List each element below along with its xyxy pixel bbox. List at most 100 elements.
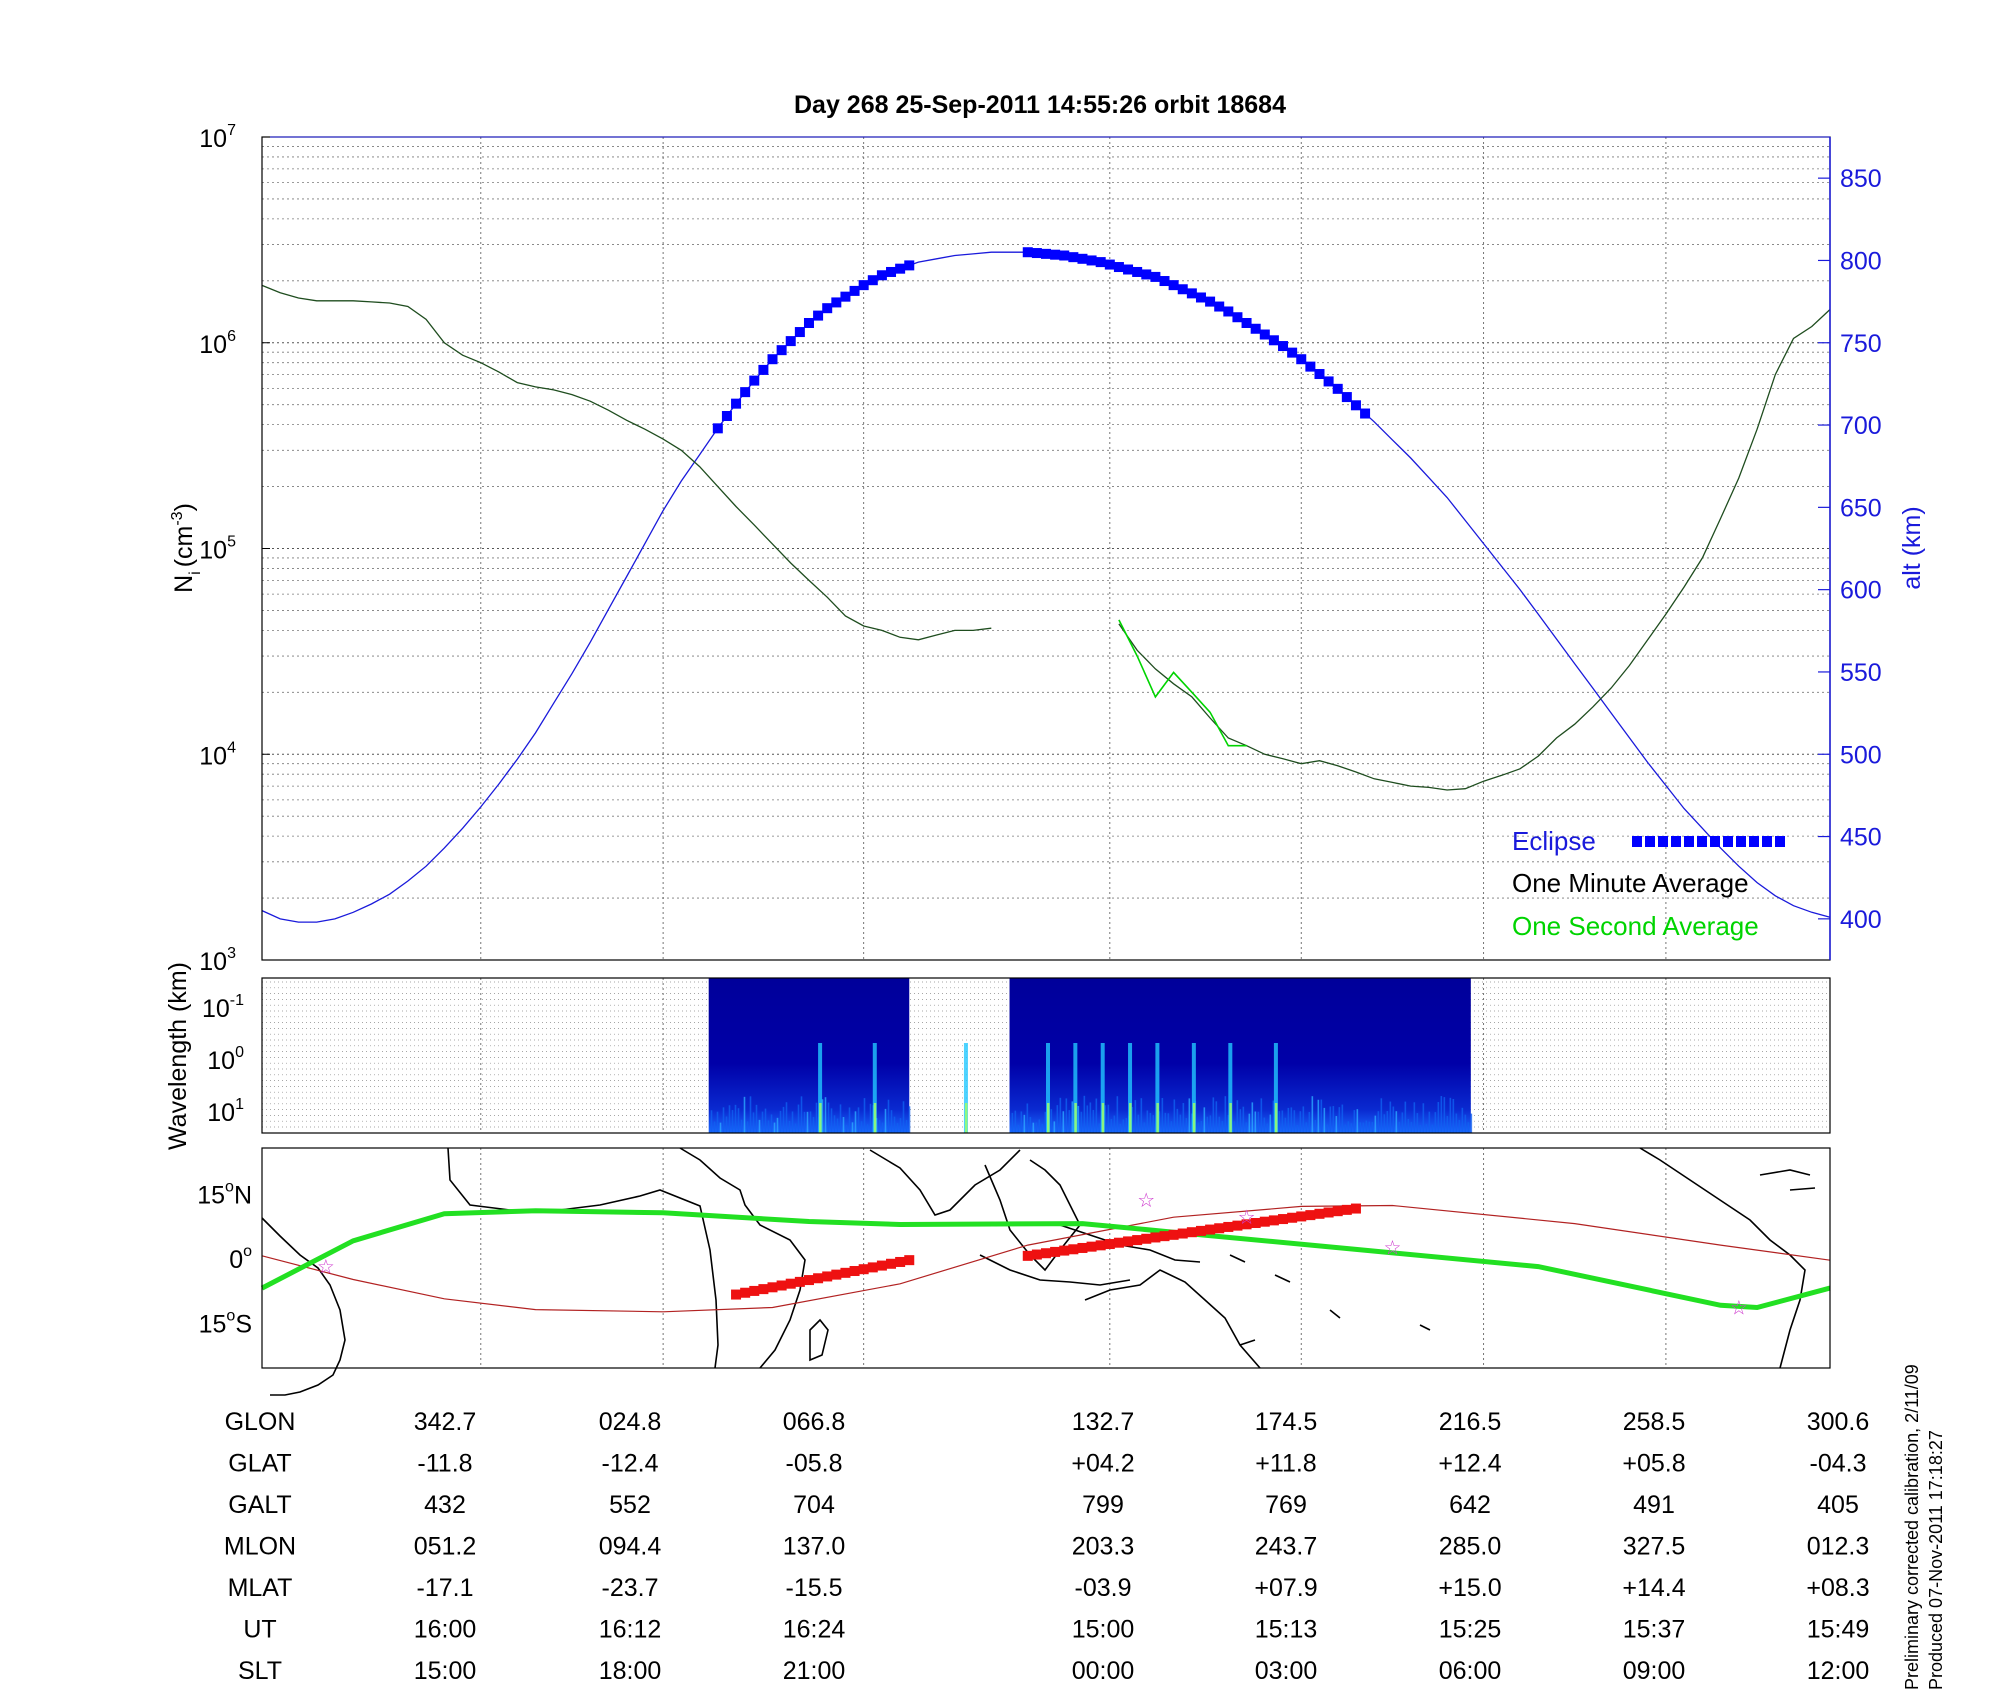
spectrogram-streak <box>1146 1110 1149 1133</box>
table-cell: 432 <box>424 1491 466 1519</box>
eclipse-marker <box>1068 252 1079 263</box>
spectrogram-burst-core <box>1129 1103 1132 1133</box>
coast-arabia-india <box>869 1149 1021 1216</box>
eclipse-marker <box>1323 376 1334 387</box>
table-cell: 094.4 <box>599 1533 662 1561</box>
spectrogram-streak <box>791 1111 794 1133</box>
spectrogram-streak <box>1314 1119 1317 1133</box>
spectrogram-streak <box>1233 1121 1236 1133</box>
eclipse-marker <box>776 345 787 356</box>
table-cell: 132.7 <box>1072 1408 1135 1436</box>
spectrogram-burst <box>1073 1043 1078 1133</box>
eclipse-track-marker <box>1314 1208 1325 1219</box>
star-marker: ☆ <box>317 1255 335 1279</box>
eclipse-marker <box>758 364 769 375</box>
eclipse-track-marker <box>1077 1242 1088 1253</box>
legend-eclipse-marker <box>1684 836 1694 847</box>
eclipse-track-marker <box>1341 1204 1352 1215</box>
spectrogram-burst-core <box>964 1103 968 1133</box>
spectrogram-streak <box>1371 1121 1374 1133</box>
eclipse-track-marker <box>867 1262 878 1273</box>
spectrogram-streak <box>1170 1121 1173 1133</box>
eclipse-track-marker <box>1086 1241 1097 1252</box>
table-cell: -11.8 <box>417 1450 472 1478</box>
coast-pacific-islands <box>1229 1254 1431 1346</box>
spectrogram-streak <box>1332 1106 1335 1133</box>
eclipse-marker <box>1350 400 1361 411</box>
eclipse-marker <box>867 275 878 286</box>
eclipse-track-marker <box>1022 1250 1033 1261</box>
spectrogram-streak <box>1062 1111 1065 1133</box>
spectrogram-streak <box>1011 1112 1014 1133</box>
spectrogram-burst <box>1155 1043 1160 1133</box>
eclipse-marker <box>1177 284 1188 295</box>
table-cell: 216.5 <box>1439 1408 1502 1436</box>
spectrogram-streak <box>1434 1112 1437 1133</box>
eclipse-track-marker <box>1259 1216 1270 1227</box>
eclipse-marker <box>1241 317 1252 328</box>
spectrogram-streak <box>1353 1110 1356 1133</box>
eclipse-marker <box>712 423 723 434</box>
y-right-tick-label: 650 <box>1840 494 1882 522</box>
spectrogram-streak <box>1134 1100 1137 1133</box>
spectrogram-streak <box>887 1099 890 1133</box>
spectrogram-streak <box>1338 1107 1341 1133</box>
eclipse-marker <box>904 260 915 271</box>
eclipse-track-marker <box>831 1269 842 1280</box>
eclipse-marker <box>1205 296 1216 307</box>
spectrogram-streak <box>1281 1110 1284 1133</box>
table-cell: 16:24 <box>783 1616 846 1644</box>
table-cell: 342.7 <box>414 1408 477 1436</box>
spectrogram-streak <box>734 1104 737 1133</box>
spectrogram-streak <box>761 1111 764 1133</box>
one-minute-average-line <box>261 284 1831 791</box>
eclipse-track-marker <box>840 1267 851 1278</box>
spectrogram-streak <box>1161 1097 1164 1133</box>
spectrogram-streak <box>1119 1123 1122 1133</box>
spectrogram-burst <box>1191 1043 1196 1133</box>
coast-madagascar <box>809 1318 829 1362</box>
map-lat-tick-label: 0o <box>229 1243 252 1274</box>
spectrogram-streak <box>1248 1113 1251 1133</box>
legend-eclipse-marker <box>1658 836 1668 847</box>
spectrogram-streak <box>731 1110 734 1133</box>
eclipse-marker <box>1086 255 1097 266</box>
y-left-tick-label: 105 <box>199 534 236 565</box>
spectrogram-streak <box>1020 1111 1023 1133</box>
table-cell: 203.3 <box>1072 1533 1135 1561</box>
spectrogram-streak <box>788 1120 791 1133</box>
eclipse-track-marker <box>858 1264 869 1275</box>
spectrogram-streak <box>1188 1098 1191 1133</box>
eclipse-track-marker <box>1132 1235 1143 1246</box>
spectrogram-streak <box>1110 1118 1113 1133</box>
spectrogram-streak <box>1380 1098 1383 1133</box>
eclipse-track-marker <box>1250 1218 1261 1229</box>
table-cell: 405 <box>1817 1491 1859 1519</box>
spectrogram-streak <box>1077 1105 1080 1133</box>
spectrogram-streak <box>758 1119 761 1133</box>
eclipse-marker <box>1223 306 1234 317</box>
y-right-tick-label: 450 <box>1840 824 1882 852</box>
spectrogram-burst-core <box>819 1103 822 1133</box>
table-cell: 642 <box>1449 1491 1491 1519</box>
table-cell: 18:00 <box>599 1657 662 1685</box>
spectrogram-streak <box>1185 1118 1188 1133</box>
eclipse-track-marker <box>1123 1236 1134 1247</box>
eclipse-track-marker <box>876 1260 887 1271</box>
spectrogram-streak <box>1140 1098 1143 1133</box>
table-cell: -15.5 <box>786 1574 843 1602</box>
spectrogram-streak <box>1395 1111 1398 1133</box>
eclipse-track-marker <box>822 1271 833 1282</box>
eclipse-marker <box>1041 248 1051 259</box>
eclipse-track-marker <box>1150 1232 1161 1243</box>
y-right-tick-label: 600 <box>1840 577 1882 605</box>
eclipse-marker <box>1159 276 1170 287</box>
spectrogram-streak <box>803 1111 806 1133</box>
table-cell: 258.5 <box>1623 1408 1686 1436</box>
spectrogram-streak <box>1245 1122 1248 1133</box>
eclipse-marker <box>1195 292 1206 303</box>
spectrogram-streak <box>1122 1119 1125 1133</box>
legend-eclipse-marker <box>1710 836 1720 847</box>
spectrogram-streak <box>755 1104 758 1133</box>
spectrogram-streak <box>1053 1121 1056 1133</box>
